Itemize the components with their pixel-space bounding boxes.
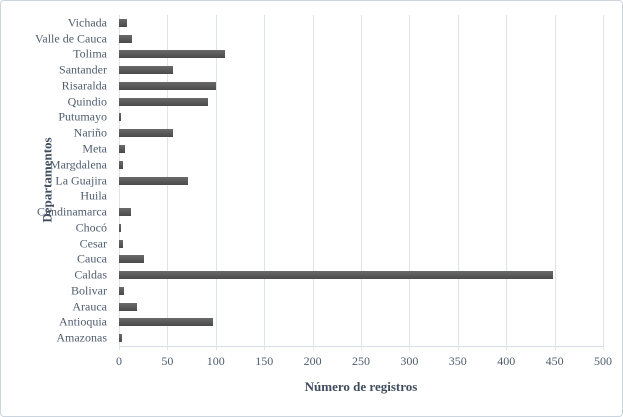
vertical-gridline — [457, 15, 459, 346]
bar-meta — [119, 144, 125, 153]
bar-nariño — [119, 129, 174, 138]
category-label: Margdalena — [49, 157, 107, 172]
bar-vichada — [119, 18, 127, 27]
x-axis-tick-label: 450 — [545, 354, 564, 368]
bar-santander — [119, 66, 174, 75]
bar-quindio — [119, 97, 209, 106]
x-axis-tick-label: 300 — [400, 354, 419, 368]
bar-cauca — [119, 255, 145, 264]
category-label: Bolivar — [71, 283, 107, 298]
x-axis-tick-label: 150 — [255, 354, 274, 368]
x-axis-tickmark — [554, 346, 556, 350]
vertical-gridline — [603, 15, 604, 346]
category-label: Cesar — [79, 236, 107, 251]
bar-putumayo — [119, 113, 121, 122]
bar-caldas — [119, 271, 553, 280]
category-label: Valle de Cauca — [35, 31, 107, 46]
x-axis-tick-label: 50 — [161, 354, 174, 368]
bar-la-guajira — [119, 176, 188, 185]
category-label: Nariño — [73, 125, 107, 140]
category-label: La Guajira — [55, 173, 107, 187]
bar-amazonas — [119, 334, 122, 343]
x-axis-tick-label: 100 — [206, 354, 225, 368]
vertical-gridline — [554, 15, 556, 346]
x-axis-tick-label: 500 — [594, 354, 612, 368]
bar-arauca — [119, 302, 138, 311]
category-label: Cundinamarca — [37, 204, 107, 219]
vertical-gridline — [506, 15, 508, 346]
category-label: Meta — [82, 141, 107, 156]
x-axis-tickmark — [361, 346, 362, 350]
x-axis-title: Número de registros — [304, 379, 418, 394]
category-label: Santander — [59, 62, 107, 77]
x-axis-tick-label: 350 — [448, 354, 467, 368]
category-label: Putumayo — [58, 109, 107, 124]
bar-chocó — [119, 223, 121, 232]
x-axis-tickmark — [409, 346, 411, 350]
category-label: Cauca — [77, 251, 107, 266]
vertical-gridline — [264, 15, 266, 346]
x-axis-tickmark — [167, 346, 169, 350]
category-label: Caldas — [74, 267, 107, 282]
bar-margdalena — [119, 160, 123, 169]
x-axis-tickmark — [264, 346, 266, 350]
vertical-gridline — [312, 15, 314, 346]
x-axis-tickmark — [215, 346, 217, 350]
category-label: Vichada — [67, 15, 107, 30]
category-label: Tolima — [73, 46, 107, 61]
bar-valle-de-cauca — [119, 34, 132, 43]
bar-cundinamarca — [119, 208, 131, 217]
x-axis-tickmark — [312, 346, 314, 350]
x-axis-tickmark — [506, 346, 508, 350]
vertical-gridline — [361, 15, 362, 346]
bar-cesar — [119, 239, 123, 248]
category-label: Arauca — [72, 299, 107, 314]
vertical-gridline — [409, 15, 411, 346]
y-axis-category-labels: Vichada Valle de Cauca Tolima Santander Risa… — [1, 15, 113, 346]
x-axis-tickmark — [603, 346, 604, 350]
category-label: Antioquia — [59, 314, 107, 329]
category-label: Amazonas — [56, 330, 107, 345]
x-axis-tick-label: 400 — [497, 354, 516, 368]
bar-tolima — [119, 50, 226, 59]
plot-area — [119, 15, 604, 350]
category-label: Quindio — [67, 94, 107, 109]
category-label: Risaralda — [61, 78, 107, 93]
category-label: Chocó — [75, 220, 107, 235]
x-axis-tick-label: 0 — [116, 354, 122, 368]
x-axis-tick-label: 200 — [303, 354, 322, 368]
x-axis-tick-label: 250 — [352, 354, 370, 368]
bar-risaralda — [119, 81, 216, 90]
x-axis-tickmark — [457, 346, 459, 350]
bar-bolivar — [119, 286, 124, 295]
x-axis-tickmark — [119, 346, 120, 350]
vertical-gridline — [215, 15, 217, 346]
category-label: Huila — [80, 188, 107, 203]
bar-antioquia — [119, 318, 213, 327]
